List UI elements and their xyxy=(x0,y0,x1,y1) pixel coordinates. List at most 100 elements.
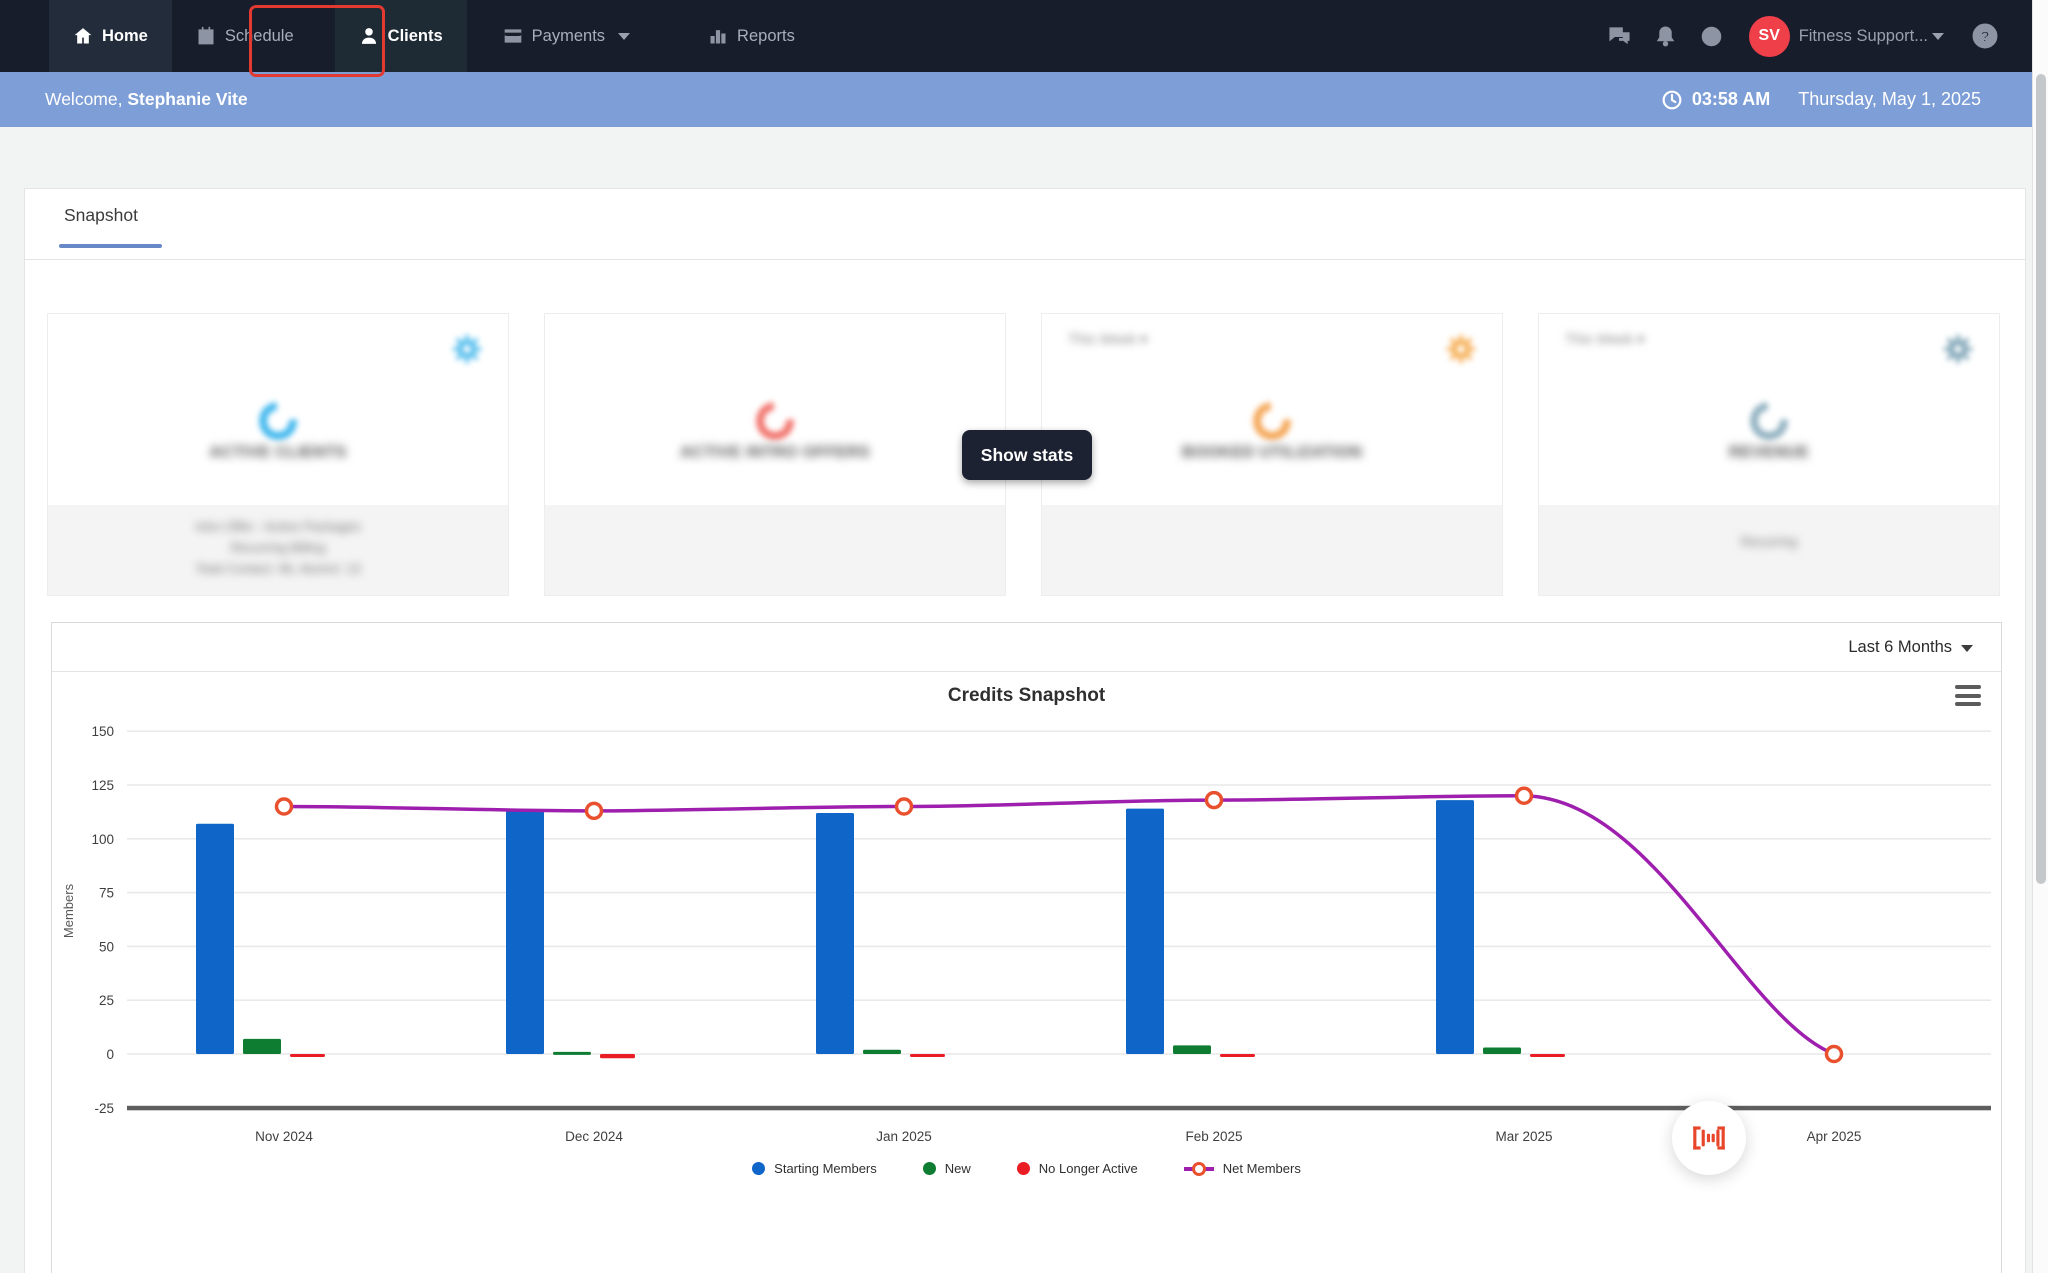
legend-item-net-members: Net Members xyxy=(1183,1161,1301,1176)
help-button[interactable]: ? xyxy=(1962,13,2008,59)
loading-ring xyxy=(748,394,802,448)
clock-icon xyxy=(1701,26,1722,46)
svg-text:Dec 2024: Dec 2024 xyxy=(565,1129,623,1144)
range-selector[interactable]: Last 6 Months xyxy=(52,623,2001,672)
svg-text:0: 0 xyxy=(106,1047,114,1062)
legend-item-no-longer-active: No Longer Active xyxy=(1016,1161,1138,1176)
stat-card-booked-utilization: This Week ▾ BOOKED UTILIZATION xyxy=(1041,313,1503,596)
stat-card-active-clients: ACTIVE CLIENTS Intro Offer - Active Pack… xyxy=(47,313,509,596)
stat-card-title: REVENUE xyxy=(1728,444,1810,461)
chart-legend: Starting Members New No Longer Active Ne… xyxy=(52,1161,2001,1176)
chat-icon xyxy=(1609,26,1630,44)
chat-button[interactable] xyxy=(1597,13,1643,59)
svg-text:75: 75 xyxy=(99,886,114,901)
welcome-message: Welcome, Stephanie Vite xyxy=(45,89,248,110)
loading-ring xyxy=(1245,394,1299,448)
stat-footer-line: Intro Offer - Active Packages xyxy=(195,519,361,534)
chart-title: Credits Snapshot xyxy=(947,685,1106,706)
stat-card-footer: Recurring xyxy=(1539,505,1999,595)
help-icon: ? xyxy=(1972,23,1998,49)
gear-icon[interactable] xyxy=(1446,334,1476,364)
loading-ring xyxy=(1742,394,1796,448)
top-nav: Home Schedule Clients Payments Report xyxy=(0,0,2048,72)
svg-text:Nov 2024: Nov 2024 xyxy=(255,1129,313,1144)
vertical-scrollbar xyxy=(2032,0,2048,1273)
loading-ring xyxy=(251,394,305,448)
current-date: Thursday, May 1, 2025 xyxy=(1798,89,1981,109)
stat-card-body: ACTIVE INTRO OFFERS xyxy=(545,314,1005,505)
svg-text:Feb 2025: Feb 2025 xyxy=(1185,1129,1242,1144)
chevron-down-icon xyxy=(1961,644,1973,652)
svg-text:Jan 2025: Jan 2025 xyxy=(876,1129,932,1144)
nav-item-payments[interactable]: Payments xyxy=(479,0,654,72)
gear-icon[interactable] xyxy=(1943,334,1973,364)
avatar[interactable]: SV xyxy=(1748,15,1790,57)
nav-item-label: Reports xyxy=(737,26,795,45)
svg-text:125: 125 xyxy=(91,778,114,793)
nav-item-label: Schedule xyxy=(224,26,294,45)
notifications-button[interactable] xyxy=(1643,13,1689,59)
clock-icon xyxy=(1662,90,1682,109)
period-dropdown[interactable]: This Week ▾ xyxy=(1565,332,1645,348)
welcome-datetime: 03:58 AM Thursday, May 1, 2025 xyxy=(1662,89,2003,110)
gear-icon[interactable] xyxy=(452,334,482,364)
stat-footer-line: Recurring Billing xyxy=(230,540,326,555)
nav-item-label: Clients xyxy=(387,26,443,45)
chart-menu-icon[interactable] xyxy=(1955,685,1981,706)
welcome-user-name: Stephanie Vite xyxy=(127,89,248,109)
stat-card-body: ACTIVE CLIENTS xyxy=(48,314,508,505)
legend-label: Net Members xyxy=(1222,1161,1301,1176)
svg-text:50: 50 xyxy=(99,939,114,954)
scrollbar-thumb[interactable] xyxy=(2036,74,2046,884)
loading-spinner xyxy=(1672,1101,1746,1175)
legend-item-starting-members: Starting Members xyxy=(752,1161,877,1176)
legend-swatch xyxy=(922,1162,936,1175)
stat-cards-row: ACTIVE CLIENTS Intro Offer - Active Pack… xyxy=(47,313,2005,596)
bell-icon xyxy=(1656,25,1675,46)
credit-card-icon xyxy=(503,26,523,46)
svg-text:-25: -25 xyxy=(94,1101,114,1116)
welcome-bar: Welcome, Stephanie Vite 03:58 AM Thursda… xyxy=(0,72,2048,127)
stat-card-title: ACTIVE CLIENTS xyxy=(209,444,347,461)
legend-label: No Longer Active xyxy=(1038,1161,1138,1176)
legend-label: Starting Members xyxy=(774,1161,877,1176)
stat-footer-line: Total Contact: 96, Alumni: 13 xyxy=(195,561,361,576)
nav-item-home[interactable]: Home xyxy=(49,0,172,72)
bar-chart-icon xyxy=(708,26,728,46)
welcome-greeting: Welcome, xyxy=(45,89,128,109)
history-button[interactable] xyxy=(1689,13,1735,59)
home-icon xyxy=(73,26,93,46)
chevron-down-icon xyxy=(618,32,631,40)
svg-text:Mar 2025: Mar 2025 xyxy=(1495,1129,1552,1144)
main-panel: Snapshot ACTIVE CLIENTS Intro Offer - Ac… xyxy=(24,188,2026,1273)
svg-text:25: 25 xyxy=(99,993,114,1008)
chart-panel: Last 6 Months Credits Snapshot 150 125 100… xyxy=(51,622,2002,1273)
chart-canvas: 150 125 100 75 50 25 0 -25 Members Nov 2024 Dec 20… xyxy=(61,724,1991,1144)
legend-swatch xyxy=(1183,1161,1214,1176)
stat-card-footer xyxy=(1042,505,1502,595)
show-stats-button[interactable]: Show stats xyxy=(962,430,1092,480)
stat-card-title: ACTIVE INTRO OFFERS xyxy=(680,444,870,461)
stat-card-active-intro-offers: ACTIVE INTRO OFFERS xyxy=(544,313,1006,596)
legend-label: New xyxy=(944,1161,971,1176)
nav-item-label: Payments xyxy=(531,26,606,45)
stat-card-body: This Week ▾ BOOKED UTILIZATION xyxy=(1042,314,1502,505)
stat-card-revenue: This Week ▾ REVENUE Recurring xyxy=(1538,313,2000,596)
calendar-icon xyxy=(196,26,216,46)
stat-card-title: BOOKED UTILIZATION xyxy=(1181,444,1363,461)
nav-item-clients[interactable]: Clients xyxy=(334,0,467,72)
range-selector-label: Last 6 Months xyxy=(1848,637,1952,656)
person-icon xyxy=(359,26,379,46)
nav-item-reports[interactable]: Reports xyxy=(684,0,819,72)
chevron-down-icon xyxy=(1932,32,1944,40)
nav-menu: Home Schedule Clients Payments Report xyxy=(0,0,819,72)
legend-swatch xyxy=(752,1162,766,1175)
tab-snapshot[interactable]: Snapshot xyxy=(64,205,138,225)
barcode-scan-icon xyxy=(1693,1126,1725,1150)
user-menu[interactable]: Fitness Support... xyxy=(1799,27,1944,46)
stat-card-footer xyxy=(545,505,1005,595)
nav-item-schedule[interactable]: Schedule xyxy=(172,0,318,72)
current-time: 03:58 AM xyxy=(1691,89,1771,109)
active-tab-indicator xyxy=(59,244,162,248)
period-dropdown[interactable]: This Week ▾ xyxy=(1068,332,1148,348)
